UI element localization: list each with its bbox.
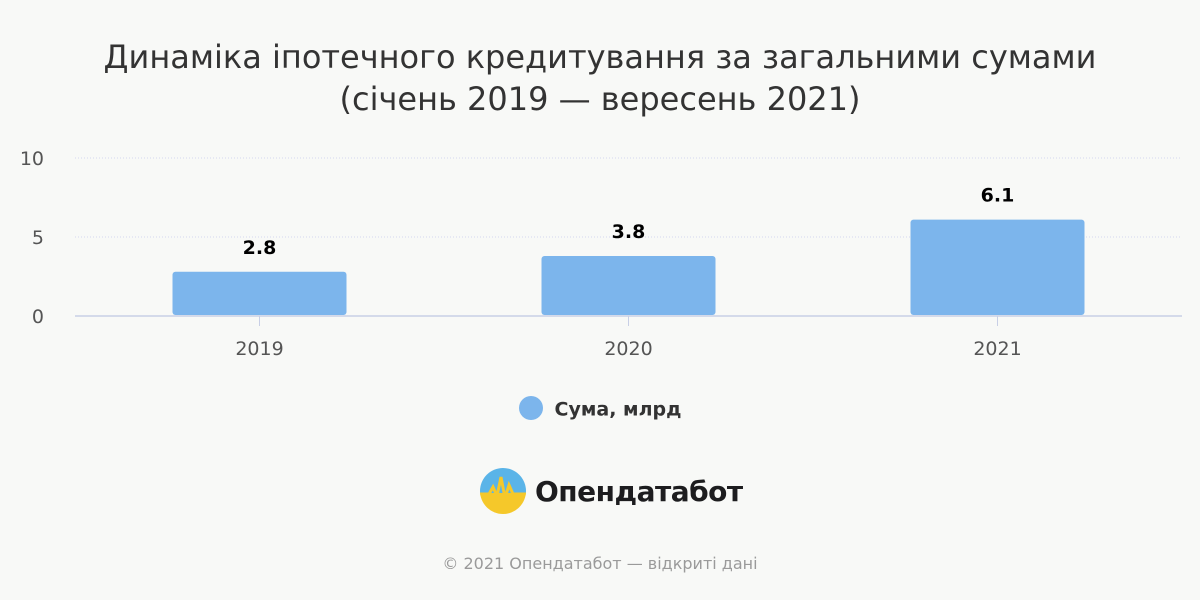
bar-chart: 0 5 10 2.8 2019 3.8 2020 6.1 2021	[20, 148, 1182, 360]
bar-2020	[541, 255, 716, 315]
legend[interactable]: Сума, млрд	[0, 396, 1200, 422]
data-label-2019: 2.8	[243, 237, 277, 259]
brand-logo: Опендатабот	[479, 466, 743, 516]
footer-copyright: © 2021 Опендатабот — відкриті дані	[442, 554, 758, 573]
chart-title-line-2: (січень 2019 — вересень 2021)	[339, 80, 861, 118]
bar-2019	[172, 271, 347, 315]
bar-2021	[910, 219, 1085, 315]
chart-title-line-1: Динаміка іпотечного кредитування за зага…	[103, 38, 1097, 76]
y-tick-label: 0	[32, 306, 44, 328]
legend-marker	[518, 396, 543, 420]
brand-name: Опендатабот	[535, 474, 743, 508]
x-tick-label-2020: 2020	[604, 338, 652, 360]
data-label-2020: 3.8	[612, 221, 646, 243]
y-tick-label: 5	[32, 227, 44, 249]
chart-title: Динаміка іпотечного кредитування за зага…	[0, 36, 1200, 120]
data-label-2021: 6.1	[981, 185, 1015, 207]
brand-logo-icon	[480, 468, 526, 514]
x-tick-label-2019: 2019	[235, 338, 283, 360]
x-tick-label-2021: 2021	[973, 338, 1021, 360]
legend-label: Сума, млрд	[554, 398, 682, 421]
y-tick-label: 10	[20, 148, 44, 170]
